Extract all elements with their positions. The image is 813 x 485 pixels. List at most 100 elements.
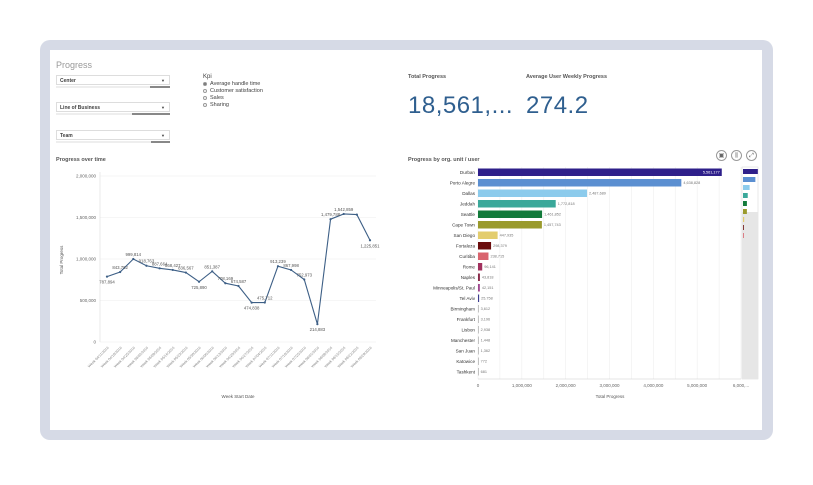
mini-bar <box>743 177 756 182</box>
data-label: 447,935 <box>500 234 514 238</box>
page-title: Progress <box>56 60 93 70</box>
category-label: Manchester <box>451 338 475 343</box>
scrollbar-thumb[interactable] <box>742 212 758 379</box>
bar-chart-title: Progress by org. unit / user <box>408 157 480 163</box>
data-point <box>276 265 280 268</box>
y-axis-title: Total Progress <box>59 245 64 275</box>
filter-label: Team <box>60 133 73 139</box>
data-label: 475,712 <box>257 296 273 301</box>
x-tick-label: 0 <box>477 383 480 388</box>
data-point <box>224 282 227 285</box>
category-label: Seattle <box>461 212 476 217</box>
y-tick-label: 2,000,000 <box>76 174 97 179</box>
data-label: 681 <box>481 370 487 374</box>
data-label: 1,461,852 <box>544 213 561 217</box>
x-axis-title: Week Start Date <box>222 394 255 399</box>
data-point <box>132 257 135 261</box>
x-axis-title: Total Progress <box>596 394 626 399</box>
category-label: San Juan <box>456 349 476 354</box>
bar <box>478 294 480 302</box>
radio-icon <box>203 88 207 93</box>
data-point <box>316 323 319 326</box>
bar <box>478 231 498 239</box>
mini-bar <box>743 193 748 198</box>
data-label: 752,973 <box>296 273 312 278</box>
category-label: Birmingham <box>450 307 475 312</box>
data-label: 4,638,828 <box>683 181 700 185</box>
camera-icon[interactable]: ▣ <box>716 150 727 161</box>
line-chart: 0 500,000 1,000,000 1,500,000 2,000,000 Total… <box>59 172 380 399</box>
data-label: 867,998 <box>283 263 299 268</box>
category-label: Porto Alegre <box>450 181 476 186</box>
bar <box>478 357 479 365</box>
category-label: Lisbon <box>461 328 475 333</box>
total-progress-label: Total Progress <box>408 74 447 80</box>
filter-label: Line of Business <box>60 105 101 111</box>
kpi-option[interactable]: Customer satisfaction <box>203 87 263 94</box>
category-label: Fortaleza <box>456 244 476 249</box>
data-label: 999,814 <box>126 252 142 257</box>
data-point <box>105 275 109 278</box>
data-label: 43,818 <box>482 276 494 280</box>
data-label: 42,151 <box>482 286 494 290</box>
data-label: 1,448 <box>481 339 491 343</box>
mini-bar <box>743 225 744 230</box>
sliders-icon[interactable]: ⫼ <box>731 150 742 161</box>
kpi-option-label: Sharing <box>210 101 229 108</box>
kpi-selector: Kpi Average handle time Customer satisfa… <box>203 74 263 108</box>
y-tick-label: 0 <box>93 340 96 345</box>
total-progress-value: 18,561,... <box>408 92 514 119</box>
kpi-option[interactable]: Sales <box>203 94 263 101</box>
x-tick-label: 6,000,... <box>733 383 749 388</box>
data-point <box>329 218 332 221</box>
data-point <box>158 267 161 270</box>
avg-weekly-label: Average User Weekly Progress <box>526 74 608 80</box>
data-label: 708,169 <box>218 276 234 281</box>
data-label: 214,883 <box>310 327 326 332</box>
data-label: 836,567 <box>178 266 194 271</box>
x-tick-label: 4,000,000 <box>643 383 664 388</box>
kpi-option[interactable]: Sharing <box>203 101 263 108</box>
filter-team[interactable]: Team ▼ <box>56 130 170 143</box>
data-label: 843,782 <box>112 265 128 270</box>
y-tick-label: 1,500,000 <box>76 215 97 220</box>
avg-weekly-value: 274.2 <box>526 92 589 119</box>
data-label: 725,890 <box>191 285 207 290</box>
data-label: 1,479,788 <box>321 212 341 217</box>
data-label: 2,487,689 <box>589 192 606 196</box>
expand-icon[interactable]: ⤢ <box>746 150 757 161</box>
filter-line-of-business[interactable]: Line of Business ▼ <box>56 102 170 115</box>
data-label: 868,427 <box>165 263 181 268</box>
category-label: Tashkent <box>457 370 476 375</box>
filter-center[interactable]: Center ▼ <box>56 75 170 88</box>
data-point <box>184 271 187 274</box>
x-tick-label: 2,000,000 <box>556 383 577 388</box>
kpi-option[interactable]: Average handle time <box>203 80 263 87</box>
bar <box>478 252 489 260</box>
data-point <box>355 213 358 216</box>
series-line <box>106 213 371 325</box>
kpi-option-label: Average handle time <box>210 80 261 87</box>
category-label: San Diego <box>454 233 476 238</box>
data-point <box>368 239 372 242</box>
category-label: Katowice <box>456 359 475 364</box>
line-chart-title: Progress over time <box>56 157 106 163</box>
data-point <box>211 270 214 273</box>
data-label: 2,938 <box>481 328 491 332</box>
bar <box>478 242 492 250</box>
data-label: 1,362 <box>481 349 491 353</box>
bar <box>478 305 479 313</box>
kpi-option-label: Sales <box>210 94 224 101</box>
bar <box>478 263 483 271</box>
data-point <box>303 278 306 281</box>
category-label: Tel Aviv <box>460 296 476 301</box>
data-label: 918,763 <box>139 259 155 264</box>
data-label: 851,387 <box>204 264 220 269</box>
data-label: 1,225,851 <box>360 243 380 248</box>
bar <box>478 368 479 376</box>
data-label: 474,838 <box>244 306 260 311</box>
data-label: 25,758 <box>481 297 493 301</box>
data-point <box>290 268 293 272</box>
x-tick-label: 1,000,000 <box>512 383 533 388</box>
data-point <box>197 280 201 283</box>
